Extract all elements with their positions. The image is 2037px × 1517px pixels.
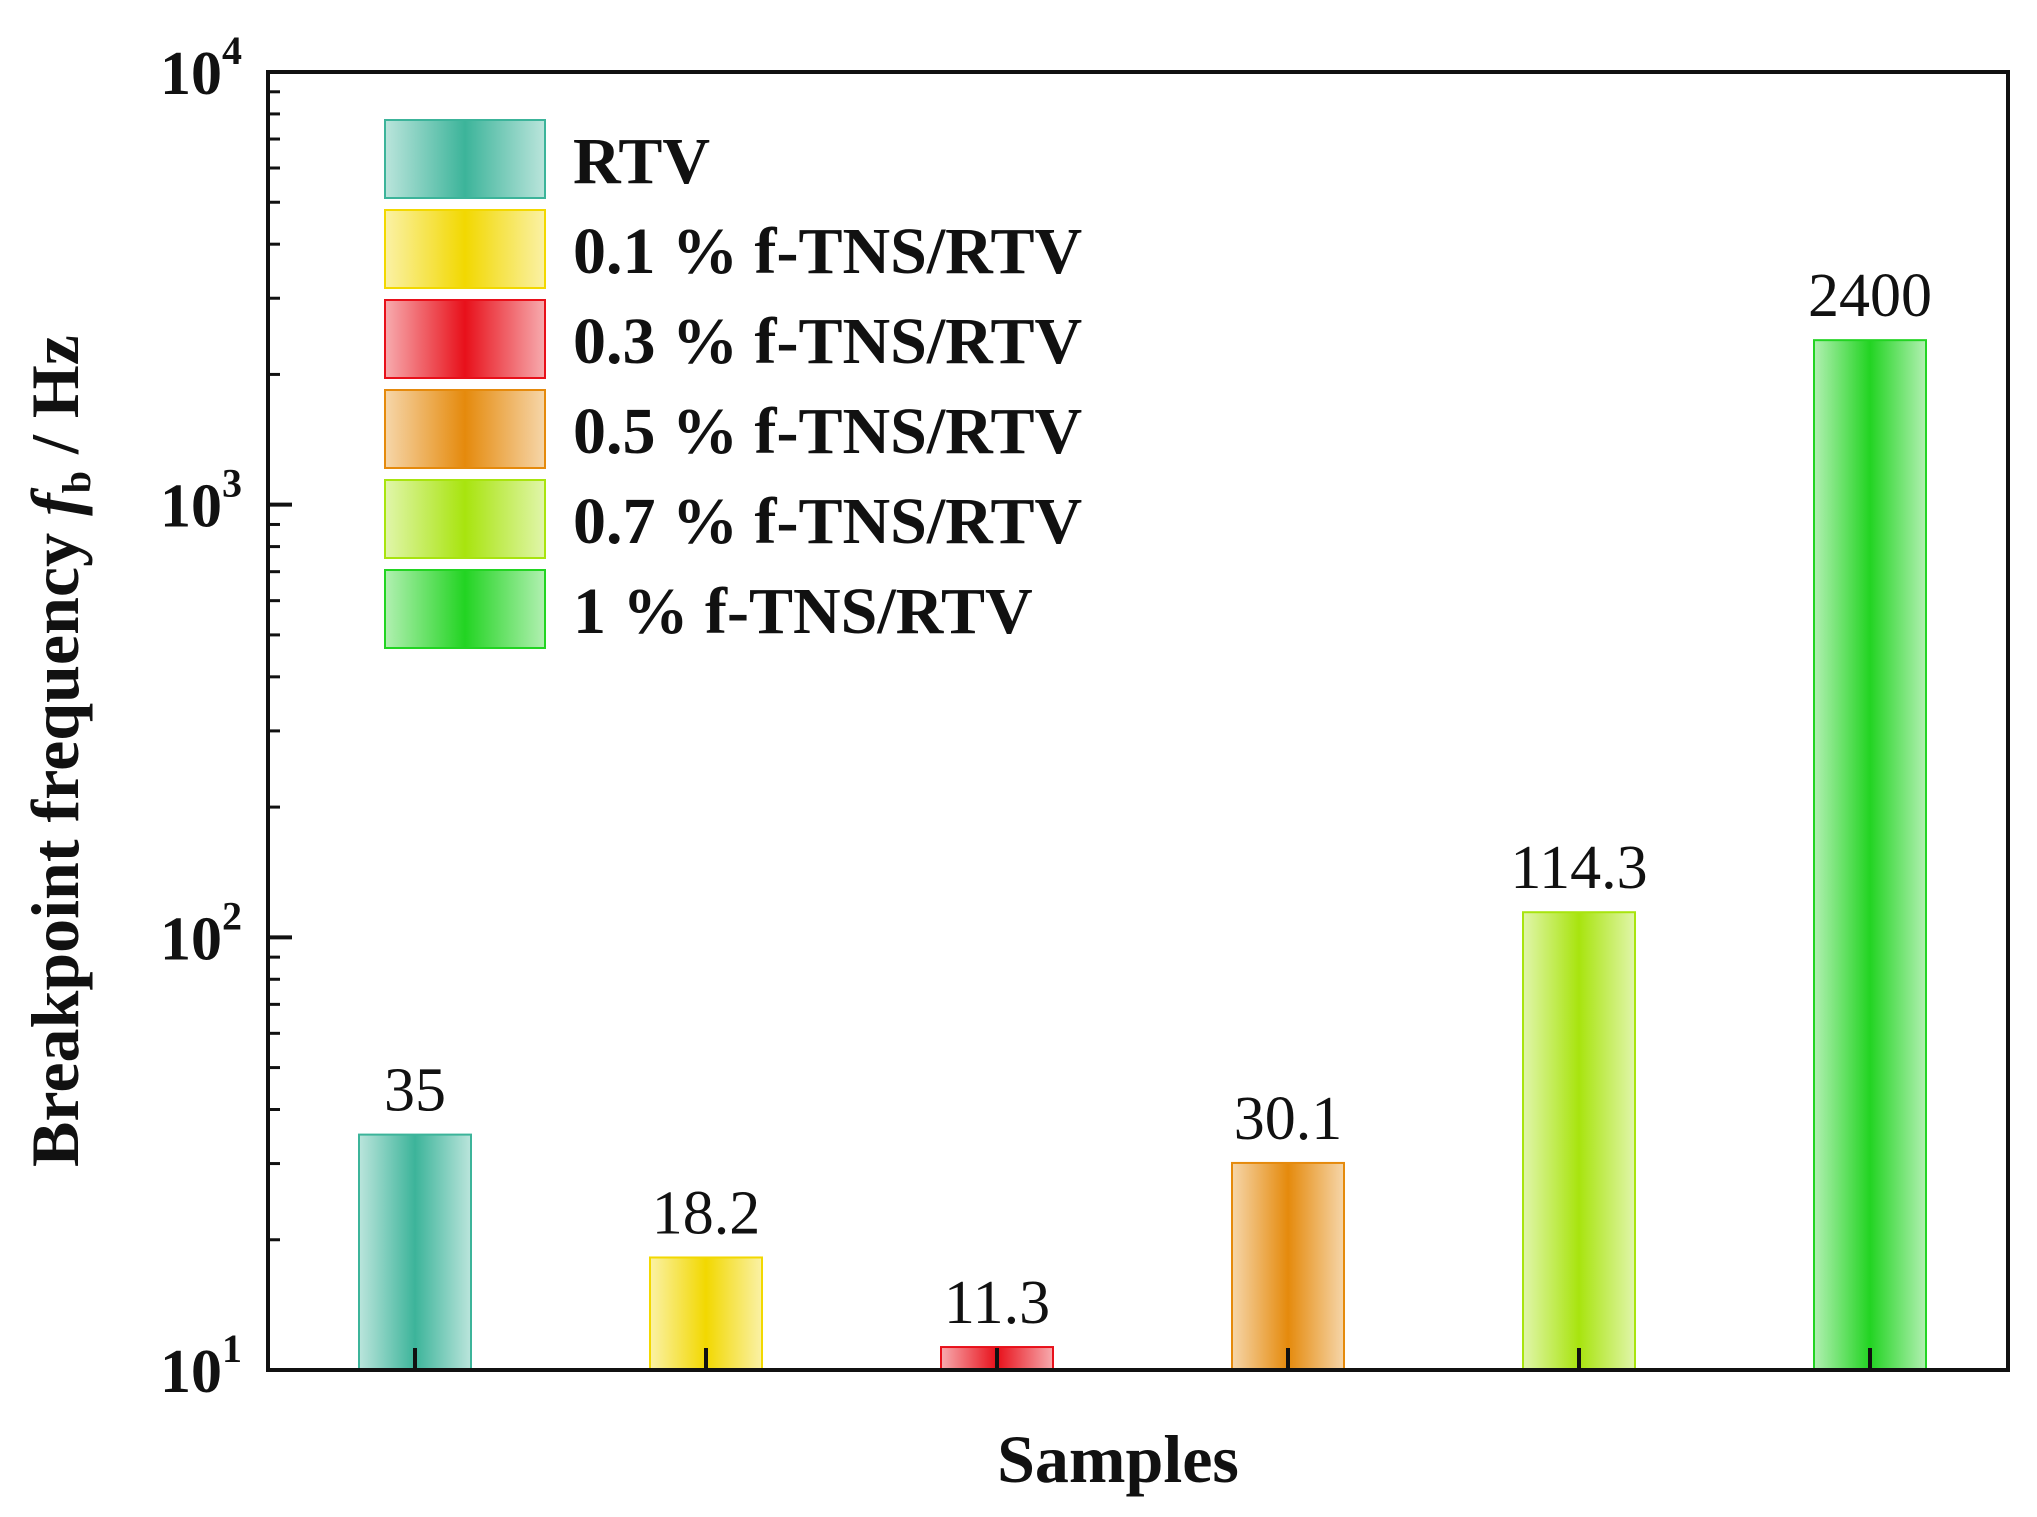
bars-layer [358,339,1927,1372]
value-labels-layer: 35 18.2 11.3 30.1 114.3 2400 [384,262,1932,1337]
legend-swatch-3 [384,299,546,379]
plot-frame [266,70,2010,1372]
bar-value-label-2: 18.2 [652,1179,761,1247]
y-tick-label-4: 104 [160,28,242,108]
y-tick-base: 10 [160,905,222,973]
bar-6 [1813,339,1927,1371]
y-tick-exponent: 2 [222,893,242,938]
bar-value-label-1: 35 [384,1057,446,1125]
legend-label-4: 0.5 % f-TNS/RTV [573,395,1082,468]
bar-1 [358,1133,472,1371]
y-tick-base: 10 [160,473,222,541]
y-axis-title-suffix: / Hz [17,335,93,471]
bar-value-label-6: 2400 [1808,262,1932,330]
legend-label-1: RTV [573,125,710,198]
y-axis-title-subscript: b [54,471,99,493]
bar-5 [1522,911,1636,1372]
bar-4 [1231,1161,1345,1371]
legend-swatch-5 [384,479,546,559]
y-tick-base: 10 [160,40,222,108]
y-tick-exponent: 1 [222,1326,242,1371]
legend-swatch-1 [384,119,546,199]
legend: RTV 0.1 % f-TNS/RTV 0.3 % f-TNS/RTV 0.5 % f… [384,119,1082,649]
y-tick-label-3: 103 [160,461,242,541]
legend-label-2: 0.1 % f-TNS/RTV [573,215,1082,288]
bar-value-label-3: 11.3 [944,1269,1050,1337]
y-axis-title-prefix: Breakpoint frequency [17,516,93,1167]
bar-value-label-4: 30.1 [1234,1085,1343,1153]
legend-swatch-6 [384,569,546,649]
legend-label-3: 0.3 % f-TNS/RTV [573,305,1082,378]
legend-label-6: 1 % f-TNS/RTV [573,575,1033,648]
y-axis-title: Breakpoint frequency fb / Hz [17,335,99,1167]
y-tick-label-1: 101 [160,1326,242,1406]
y-tick-exponent: 3 [222,461,242,506]
legend-label-5: 0.7 % f-TNS/RTV [573,485,1082,558]
legend-swatch-4 [384,389,546,469]
bar-value-label-5: 114.3 [1510,834,1647,902]
y-tick-label-2: 102 [160,893,242,973]
y-tick-exponent: 4 [222,28,242,73]
y-tick-base: 10 [160,1338,222,1406]
legend-swatch-2 [384,209,546,289]
x-axis-title: Samples [997,1421,1239,1497]
